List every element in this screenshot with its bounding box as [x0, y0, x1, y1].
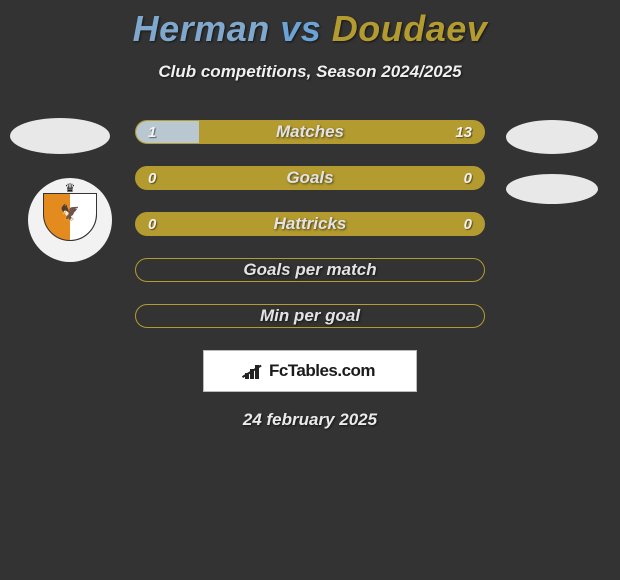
title-vs: vs [280, 8, 321, 49]
stat-inner: 0Hattricks0 [136, 213, 484, 235]
stat-label: Goals [136, 168, 484, 188]
stat-row: Goals per match [135, 258, 485, 282]
subtitle: Club competitions, Season 2024/2025 [0, 62, 620, 82]
stat-label: Goals per match [136, 260, 484, 280]
stat-inner: Goals per match [136, 259, 484, 281]
stat-inner: 1Matches13 [136, 121, 484, 143]
stat-label: Hattricks [136, 214, 484, 234]
stat-inner: 0Goals0 [136, 167, 484, 189]
stat-row: 1Matches13 [135, 120, 485, 144]
title-player-right: Doudaev [332, 8, 488, 49]
stat-row: 0Goals0 [135, 166, 485, 190]
stat-inner: Min per goal [136, 305, 484, 327]
club-crest: ♛ 🦅 [28, 178, 112, 262]
branding-text: FcTables.com [269, 361, 375, 381]
stat-row: Min per goal [135, 304, 485, 328]
barchart-icon [245, 363, 265, 379]
page-title: Herman vs Doudaev [0, 0, 620, 50]
stat-row: 0Hattricks0 [135, 212, 485, 236]
title-player-left: Herman [133, 8, 270, 49]
branding-box: FcTables.com [203, 350, 417, 392]
date-label: 24 february 2025 [0, 410, 620, 430]
badge-right-ellipse-1 [506, 120, 598, 154]
badge-left-ellipse [10, 118, 110, 154]
eagle-icon: 🦅 [60, 203, 80, 223]
stat-label: Min per goal [136, 306, 484, 326]
stats-table: 1Matches13 0Goals0 0Hattricks0 Goals per ma… [135, 120, 485, 328]
badge-right-ellipse-2 [506, 174, 598, 204]
stat-label: Matches [136, 122, 484, 142]
